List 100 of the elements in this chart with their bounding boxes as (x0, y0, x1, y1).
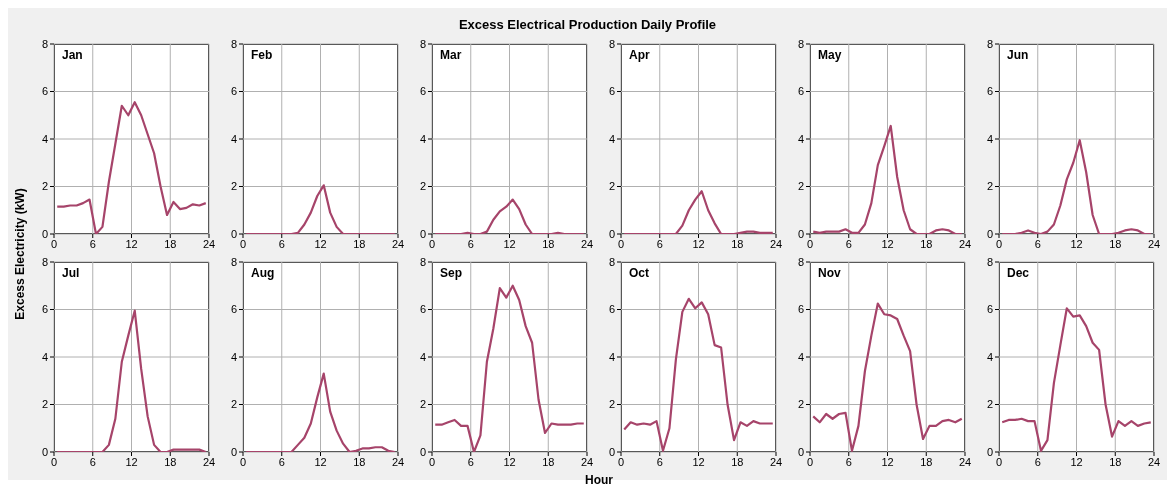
x-tick-label: 12 (125, 455, 138, 468)
y-tick-label: 4 (41, 350, 48, 363)
x-tick-label: 0 (995, 237, 1003, 250)
y-tick-label: 4 (419, 350, 426, 363)
x-tick-label: 0 (617, 237, 625, 250)
y-tick-label: 2 (797, 398, 804, 411)
x-tick-label: 18 (731, 455, 744, 468)
x-tick-label: 18 (353, 237, 366, 250)
x-tick-label: 24 (202, 237, 216, 250)
y-tick-label: 2 (41, 180, 48, 193)
y-tick-label: 4 (797, 350, 804, 363)
y-tick-label: 6 (986, 85, 993, 98)
y-tick-label: 2 (419, 398, 426, 411)
x-tick-label: 0 (50, 237, 58, 250)
y-tick-label: 2 (797, 180, 804, 193)
text: Excess Electrical Production Daily Profile (457, 17, 718, 32)
x-tick-label: 12 (692, 237, 705, 250)
y-tick-label: 4 (797, 132, 804, 145)
y-tick-label: 0 (986, 445, 993, 458)
x-tick-label: 6 (89, 237, 96, 250)
y-tick-label: 8 (797, 255, 804, 268)
x-tick-label: 18 (542, 237, 555, 250)
x-tick-label: 18 (542, 455, 555, 468)
y-tick-label: 2 (41, 398, 48, 411)
chart-title: Sep (440, 266, 463, 280)
chart-title: Jul (62, 266, 80, 280)
chart-title: Oct (629, 266, 650, 280)
y-tick-label: 6 (797, 303, 804, 316)
chart-title: Aug (251, 266, 275, 280)
y-tick-label: 4 (986, 350, 993, 363)
y-tick-label: 0 (986, 227, 993, 240)
x-tick-label: 18 (731, 237, 744, 250)
y-tick-label: 0 (419, 445, 426, 458)
x-tick-label: 0 (239, 455, 247, 468)
y-tick-label: 4 (230, 132, 237, 145)
x-tick-label: 6 (278, 455, 285, 468)
y-tick-label: 0 (608, 445, 615, 458)
x-tick-label: 12 (314, 237, 327, 250)
y-tick-label: 6 (230, 303, 237, 316)
y-tick-label: 2 (230, 398, 237, 411)
y-tick-label: 8 (230, 37, 237, 50)
chart-title: Nov (818, 266, 841, 280)
y-tick-label: 0 (41, 227, 48, 240)
chart-title: Jan (62, 48, 83, 62)
x-tick-label: 18 (353, 455, 366, 468)
x-tick-label: 24 (391, 455, 405, 468)
x-tick-label: 12 (1070, 455, 1083, 468)
x-tick-label: 12 (881, 455, 894, 468)
y-tick-label: 8 (608, 255, 615, 268)
x-tick-label: 12 (314, 455, 327, 468)
x-tick-label: 6 (845, 237, 852, 250)
y-axis-title: Excess Electricity (kW) (13, 188, 27, 320)
y-tick-label: 4 (419, 132, 426, 145)
y-tick-label: 0 (797, 227, 804, 240)
x-tick-label: 18 (1109, 455, 1122, 468)
x-tick-label: 24 (391, 237, 405, 250)
x-tick-label: 18 (1109, 237, 1122, 250)
y-tick-label: 6 (608, 303, 615, 316)
y-tick-label: 4 (230, 350, 237, 363)
y-tick-label: 4 (608, 350, 615, 363)
y-tick-label: 6 (986, 303, 993, 316)
x-tick-label: 6 (278, 237, 285, 250)
y-tick-label: 4 (608, 132, 615, 145)
y-tick-label: 0 (797, 445, 804, 458)
x-tick-label: 12 (125, 237, 138, 250)
y-tick-label: 2 (986, 180, 993, 193)
chart-title: May (818, 48, 842, 62)
chart-title: Apr (629, 48, 650, 62)
x-tick-label: 0 (617, 455, 625, 468)
y-tick-label: 8 (419, 255, 426, 268)
x-tick-label: 12 (1070, 237, 1083, 250)
y-tick-label: 6 (230, 85, 237, 98)
x-tick-label: 6 (656, 237, 663, 250)
x-tick-label: 6 (467, 455, 474, 468)
x-tick-label: 24 (769, 455, 783, 468)
x-tick-label: 0 (239, 237, 247, 250)
y-tick-label: 8 (986, 255, 993, 268)
y-tick-label: 8 (41, 255, 48, 268)
y-tick-label: 6 (41, 85, 48, 98)
y-tick-label: 0 (608, 227, 615, 240)
x-tick-label: 12 (881, 237, 894, 250)
chart-title: Dec (1007, 266, 1030, 280)
x-tick-label: 24 (958, 455, 972, 468)
x-tick-label: 12 (503, 237, 516, 250)
y-tick-label: 2 (608, 398, 615, 411)
chart-title: Feb (251, 48, 273, 62)
x-tick-label: 24 (580, 455, 594, 468)
x-tick-label: 18 (920, 237, 933, 250)
chart-title: Mar (440, 48, 462, 62)
y-tick-label: 2 (986, 398, 993, 411)
x-tick-label: 6 (1034, 237, 1041, 250)
y-tick-label: 0 (230, 445, 237, 458)
x-tick-label: 6 (89, 455, 96, 468)
x-tick-label: 6 (656, 455, 663, 468)
x-tick-label: 24 (202, 455, 216, 468)
y-tick-label: 2 (608, 180, 615, 193)
y-tick-label: 6 (797, 85, 804, 98)
x-tick-label: 0 (995, 455, 1003, 468)
y-tick-label: 0 (230, 227, 237, 240)
chart-title: Jun (1007, 48, 1029, 62)
